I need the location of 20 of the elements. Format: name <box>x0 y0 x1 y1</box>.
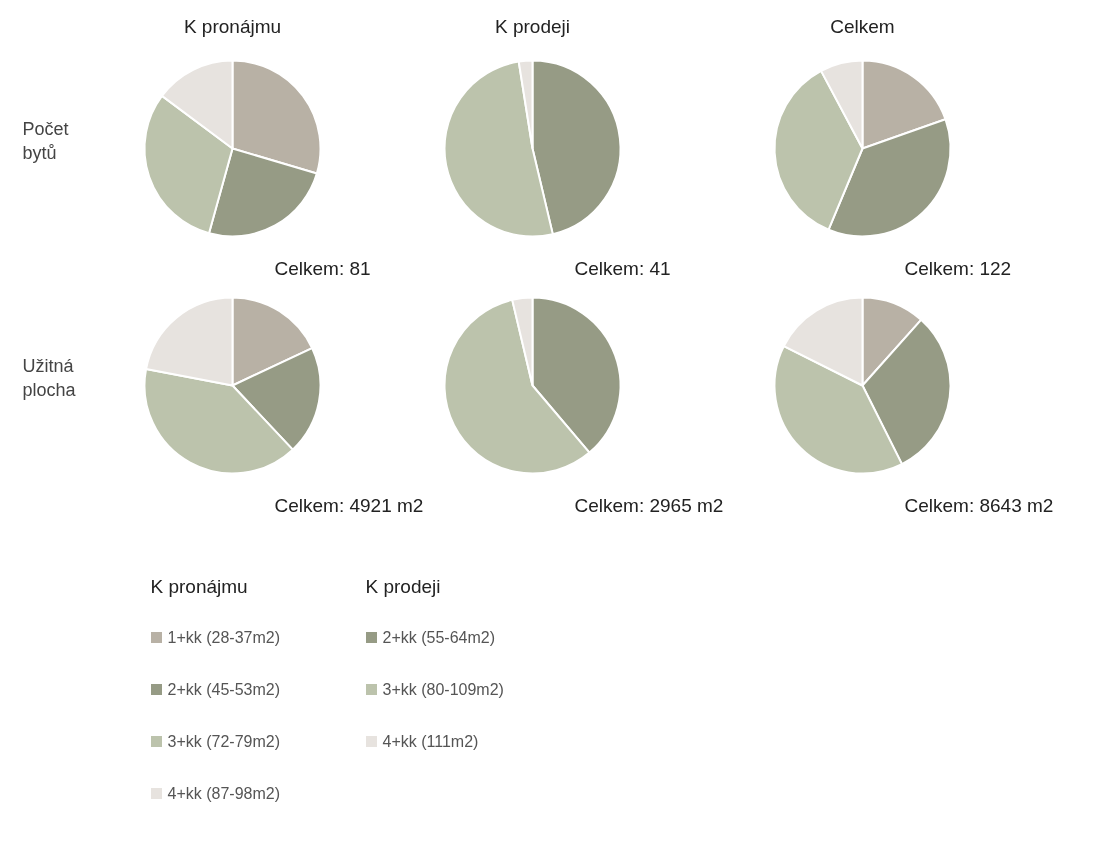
legend-label: 3+kk (72-79m2) <box>167 733 280 750</box>
legend-label: 1+kk (28-37m2) <box>167 629 280 646</box>
legend-title: K prodeji <box>365 576 441 597</box>
legend-label: 2+kk (45-53m2) <box>167 681 280 698</box>
text: Celkem: 122 <box>904 258 1012 279</box>
legend-label: 2+kk (55-64m2) <box>382 629 495 646</box>
text: Počet bytů <box>22 118 69 163</box>
legend-title: K pronájmu <box>150 576 248 597</box>
text: Celkem: 8643 m2 <box>904 495 1054 516</box>
chart-title: K pronájmu <box>183 16 282 37</box>
text: Celkem: 4921 m2 <box>274 495 424 516</box>
text: Celkem: 81 <box>274 258 371 279</box>
text: Celkem: 2965 m2 <box>574 495 724 516</box>
legend-label: 4+kk (111m2) <box>382 733 479 750</box>
chart-title: Celkem <box>830 16 895 37</box>
chart-title: K prodeji <box>495 16 571 37</box>
legend-label: 3+kk (80-109m2) <box>382 681 504 698</box>
text: Užitná plocha <box>22 355 77 400</box>
legend-label: 4+kk (87-98m2) <box>167 785 280 802</box>
text: Celkem: 41 <box>574 258 671 279</box>
